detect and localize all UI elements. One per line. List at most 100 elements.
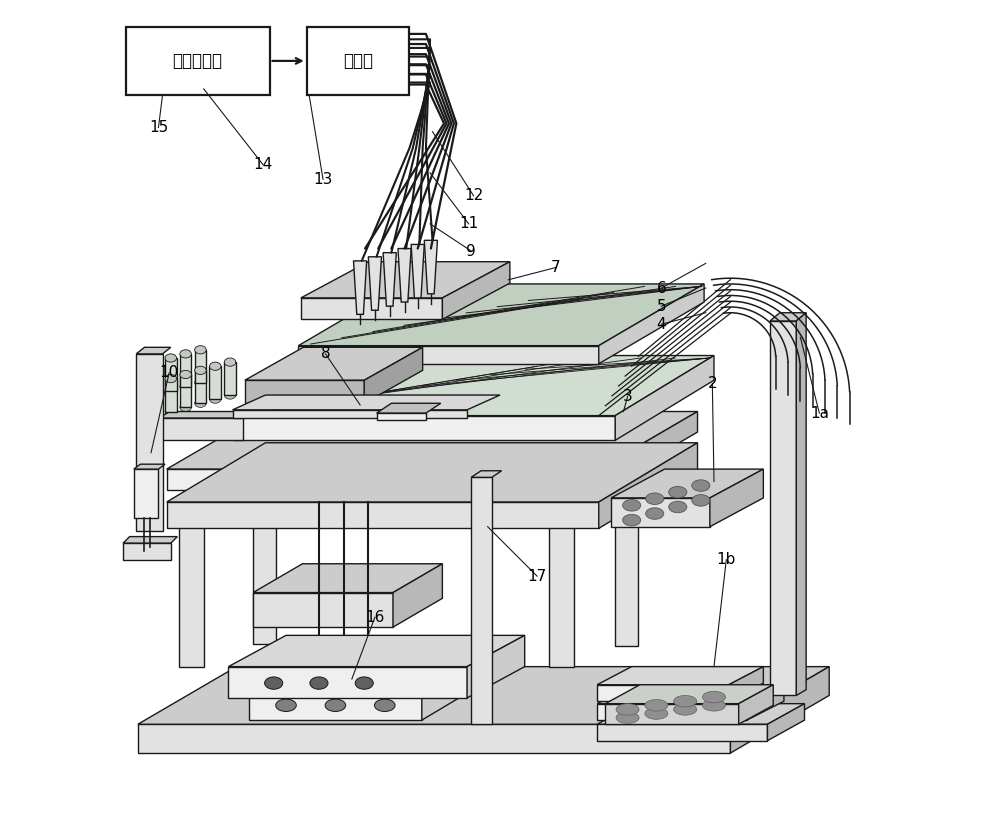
Ellipse shape — [265, 677, 283, 690]
Polygon shape — [134, 464, 165, 469]
Ellipse shape — [645, 700, 668, 711]
Ellipse shape — [692, 495, 710, 506]
Ellipse shape — [195, 399, 206, 407]
Ellipse shape — [209, 362, 221, 370]
Ellipse shape — [165, 407, 177, 416]
Polygon shape — [770, 321, 796, 695]
Polygon shape — [165, 379, 177, 412]
Polygon shape — [233, 410, 467, 418]
Polygon shape — [442, 262, 510, 319]
Polygon shape — [180, 374, 191, 407]
Polygon shape — [767, 704, 805, 741]
Polygon shape — [136, 354, 163, 531]
Polygon shape — [597, 704, 805, 724]
Text: 7: 7 — [551, 260, 561, 275]
Ellipse shape — [165, 387, 177, 395]
Ellipse shape — [209, 395, 221, 403]
Polygon shape — [422, 662, 469, 720]
Ellipse shape — [374, 700, 395, 711]
Polygon shape — [747, 685, 784, 720]
Polygon shape — [245, 347, 423, 380]
Text: 16: 16 — [365, 610, 385, 625]
Text: 3: 3 — [623, 389, 632, 404]
Text: 11: 11 — [459, 216, 478, 231]
Polygon shape — [249, 690, 422, 720]
Polygon shape — [249, 662, 469, 690]
Polygon shape — [471, 477, 492, 724]
Bar — [126, 27, 270, 95]
Polygon shape — [398, 249, 411, 302]
Polygon shape — [615, 356, 714, 440]
Polygon shape — [383, 253, 396, 306]
Polygon shape — [710, 469, 763, 527]
Ellipse shape — [180, 350, 191, 358]
Polygon shape — [301, 262, 510, 298]
Polygon shape — [599, 443, 698, 528]
Polygon shape — [615, 490, 638, 646]
Text: 12: 12 — [464, 188, 483, 203]
Polygon shape — [228, 667, 467, 698]
Polygon shape — [165, 358, 177, 391]
Polygon shape — [298, 346, 599, 364]
Polygon shape — [298, 284, 704, 346]
Polygon shape — [549, 506, 574, 667]
Polygon shape — [770, 313, 806, 321]
Text: 9: 9 — [466, 244, 476, 258]
Ellipse shape — [692, 480, 710, 491]
Polygon shape — [233, 356, 714, 416]
Ellipse shape — [623, 500, 641, 511]
Polygon shape — [605, 704, 739, 724]
Ellipse shape — [195, 379, 206, 387]
Polygon shape — [123, 537, 177, 543]
Ellipse shape — [195, 346, 206, 354]
Polygon shape — [549, 494, 591, 506]
Polygon shape — [599, 412, 698, 490]
Polygon shape — [209, 366, 221, 399]
Polygon shape — [411, 244, 424, 298]
Polygon shape — [195, 350, 206, 383]
Ellipse shape — [669, 486, 687, 498]
Polygon shape — [424, 240, 437, 294]
Text: 1a: 1a — [810, 406, 829, 421]
Text: 光电倍增管: 光电倍增管 — [173, 52, 223, 70]
Polygon shape — [597, 667, 763, 685]
Polygon shape — [123, 543, 171, 560]
Polygon shape — [393, 564, 442, 627]
Polygon shape — [471, 471, 502, 477]
Ellipse shape — [646, 493, 664, 504]
Polygon shape — [739, 685, 773, 724]
Polygon shape — [167, 443, 698, 502]
Ellipse shape — [180, 370, 191, 379]
Polygon shape — [611, 469, 763, 498]
Polygon shape — [138, 724, 730, 753]
Polygon shape — [301, 298, 442, 319]
Polygon shape — [158, 418, 243, 440]
Ellipse shape — [669, 501, 687, 513]
Ellipse shape — [165, 354, 177, 362]
Text: 14: 14 — [253, 157, 273, 172]
Polygon shape — [364, 347, 423, 403]
Polygon shape — [179, 487, 222, 502]
Text: 8: 8 — [321, 346, 330, 361]
Polygon shape — [167, 412, 698, 469]
Polygon shape — [245, 380, 364, 403]
Polygon shape — [167, 502, 599, 528]
Ellipse shape — [180, 403, 191, 412]
Ellipse shape — [674, 695, 697, 707]
Polygon shape — [730, 667, 829, 753]
Polygon shape — [180, 354, 191, 387]
Polygon shape — [597, 724, 767, 741]
Text: 光开关: 光开关 — [343, 52, 373, 70]
Polygon shape — [796, 313, 806, 695]
Ellipse shape — [165, 374, 177, 383]
Text: 1b: 1b — [717, 552, 736, 567]
Text: 2: 2 — [708, 376, 717, 391]
Text: 4: 4 — [656, 317, 666, 332]
Text: 13: 13 — [313, 172, 333, 187]
Text: 5: 5 — [656, 299, 666, 314]
Polygon shape — [597, 685, 784, 704]
Ellipse shape — [616, 704, 639, 715]
Polygon shape — [611, 498, 710, 527]
Polygon shape — [253, 486, 276, 644]
Polygon shape — [228, 635, 525, 667]
